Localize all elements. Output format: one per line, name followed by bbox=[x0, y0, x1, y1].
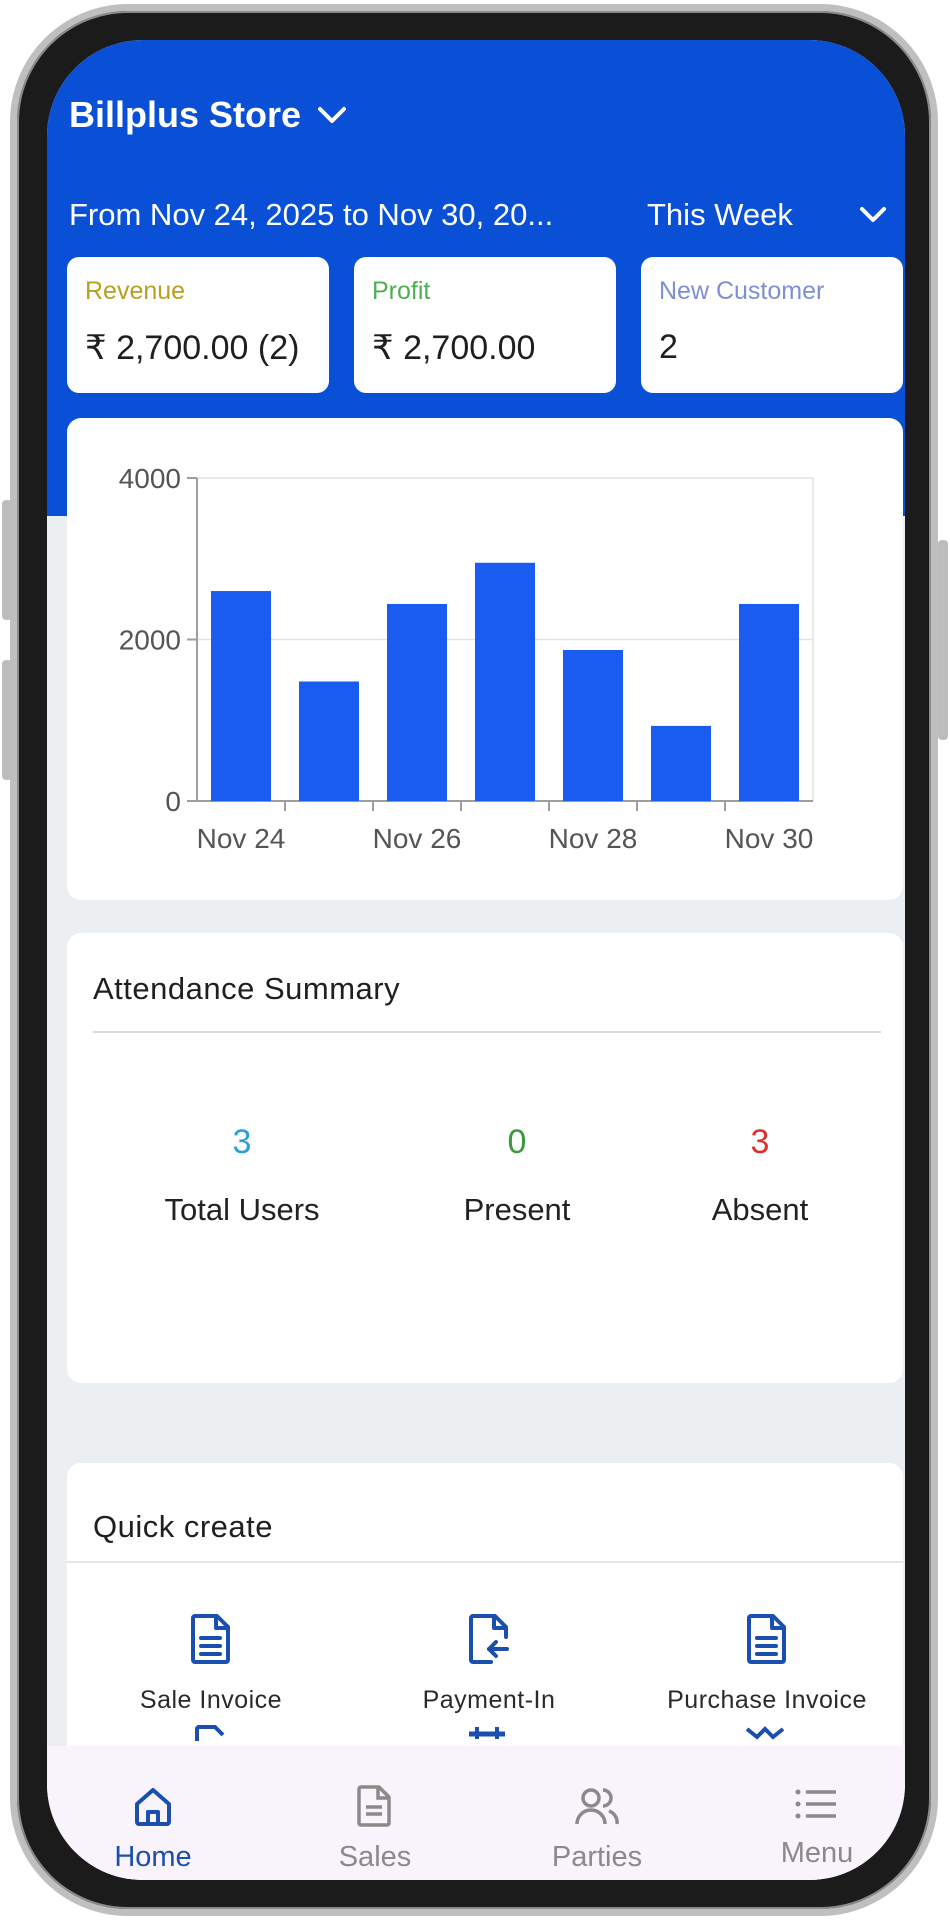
nav-menu-label: Menu bbox=[780, 1837, 854, 1869]
document-icon bbox=[189, 1613, 233, 1670]
power-button bbox=[938, 540, 948, 740]
absent-count: 3 bbox=[750, 1123, 770, 1161]
present-stat: 0 Present bbox=[387, 1123, 647, 1228]
new-customer-card[interactable]: New Customer 2 bbox=[641, 257, 903, 393]
nav-parties[interactable]: Parties bbox=[507, 1784, 687, 1874]
chevron-down-icon bbox=[317, 105, 347, 125]
partial-icon bbox=[195, 1725, 225, 1741]
y-tick-label: 2000 bbox=[119, 625, 181, 656]
new-customer-value: 2 bbox=[659, 328, 678, 366]
document-icon bbox=[745, 1613, 789, 1670]
sale-invoice-label: Sale Invoice bbox=[139, 1686, 283, 1714]
volume-down-button bbox=[2, 660, 12, 780]
period-dropdown[interactable]: This Week bbox=[647, 197, 887, 233]
revenue-chart-card: 0 2000 4000 Nov 24 Nov 26 Nov 28 Nov 30 bbox=[67, 418, 903, 900]
attendance-title: Attendance Summary bbox=[93, 971, 401, 1006]
divider bbox=[93, 1031, 881, 1033]
x-tick-label: Nov 30 bbox=[725, 823, 814, 854]
x-tick-label: Nov 28 bbox=[549, 823, 638, 854]
nav-parties-label: Parties bbox=[551, 1841, 643, 1873]
nav-home[interactable]: Home bbox=[63, 1784, 243, 1874]
total-users-count: 3 bbox=[232, 1123, 252, 1161]
home-icon bbox=[131, 1788, 175, 1832]
chevron-down-icon bbox=[859, 206, 887, 224]
app-screen: Billplus Store From Nov 24, 2025 to Nov … bbox=[47, 40, 905, 1880]
x-tick-label: Nov 26 bbox=[373, 823, 462, 854]
volume-up-button bbox=[2, 500, 12, 620]
chart-bar bbox=[387, 603, 447, 801]
nav-home-label: Home bbox=[114, 1841, 192, 1873]
revenue-bar-chart: 0 2000 4000 Nov 24 Nov 26 Nov 28 Nov 30 bbox=[119, 463, 814, 854]
bottom-navigation: Home Sales Parties Menu bbox=[47, 1746, 905, 1880]
present-label: Present bbox=[463, 1192, 571, 1227]
chart-bar bbox=[475, 562, 535, 801]
quick-create-title: Quick create bbox=[93, 1509, 274, 1544]
partial-icon bbox=[745, 1726, 785, 1740]
payment-in-icon bbox=[467, 1613, 511, 1670]
document-icon bbox=[355, 1785, 395, 1832]
chart-bar bbox=[299, 681, 359, 801]
payment-in-label: Payment-In bbox=[422, 1686, 556, 1714]
nav-menu[interactable]: Menu bbox=[727, 1784, 905, 1870]
x-tick-label: Nov 24 bbox=[197, 823, 286, 854]
profit-label: Profit bbox=[372, 277, 431, 305]
attendance-summary-card: Attendance Summary 3 Total Users 0 Prese… bbox=[67, 933, 903, 1383]
total-users-stat: 3 Total Users bbox=[112, 1123, 372, 1228]
people-icon bbox=[573, 1788, 621, 1832]
quick-create-payment-in[interactable]: Payment-In bbox=[349, 1613, 629, 1715]
nav-sales[interactable]: Sales bbox=[285, 1784, 465, 1874]
chart-bar bbox=[739, 603, 799, 801]
profit-card[interactable]: Profit ₹ 2,700.00 bbox=[354, 257, 616, 393]
revenue-card[interactable]: Revenue ₹ 2,700.00 (2) bbox=[67, 257, 329, 393]
purchase-invoice-label: Purchase Invoice bbox=[667, 1686, 867, 1714]
chart-bar bbox=[563, 649, 623, 801]
period-label: This Week bbox=[647, 197, 793, 232]
quick-create-purchase-invoice[interactable]: Purchase Invoice bbox=[627, 1613, 905, 1715]
store-selector[interactable]: Billplus Store bbox=[69, 94, 347, 136]
menu-icon bbox=[794, 1789, 840, 1828]
nav-sales-label: Sales bbox=[338, 1841, 412, 1873]
new-customer-label: New Customer bbox=[659, 277, 825, 305]
store-name: Billplus Store bbox=[69, 94, 302, 135]
partial-icon bbox=[469, 1727, 505, 1739]
revenue-value: ₹ 2,700.00 (2) bbox=[85, 329, 300, 367]
quick-create-sale-invoice[interactable]: Sale Invoice bbox=[71, 1613, 351, 1715]
y-tick-label: 0 bbox=[165, 786, 181, 817]
y-tick-label: 4000 bbox=[119, 463, 181, 494]
divider bbox=[67, 1561, 903, 1563]
absent-stat: 3 Absent bbox=[630, 1123, 890, 1228]
chart-bar bbox=[651, 725, 711, 801]
revenue-label: Revenue bbox=[85, 277, 186, 305]
absent-label: Absent bbox=[711, 1192, 809, 1227]
profit-value: ₹ 2,700.00 bbox=[372, 329, 536, 367]
date-range-label: From Nov 24, 2025 to Nov 30, 20... bbox=[69, 197, 554, 232]
chart-bar bbox=[211, 591, 271, 801]
present-count: 0 bbox=[507, 1123, 527, 1161]
total-users-label: Total Users bbox=[164, 1192, 320, 1227]
